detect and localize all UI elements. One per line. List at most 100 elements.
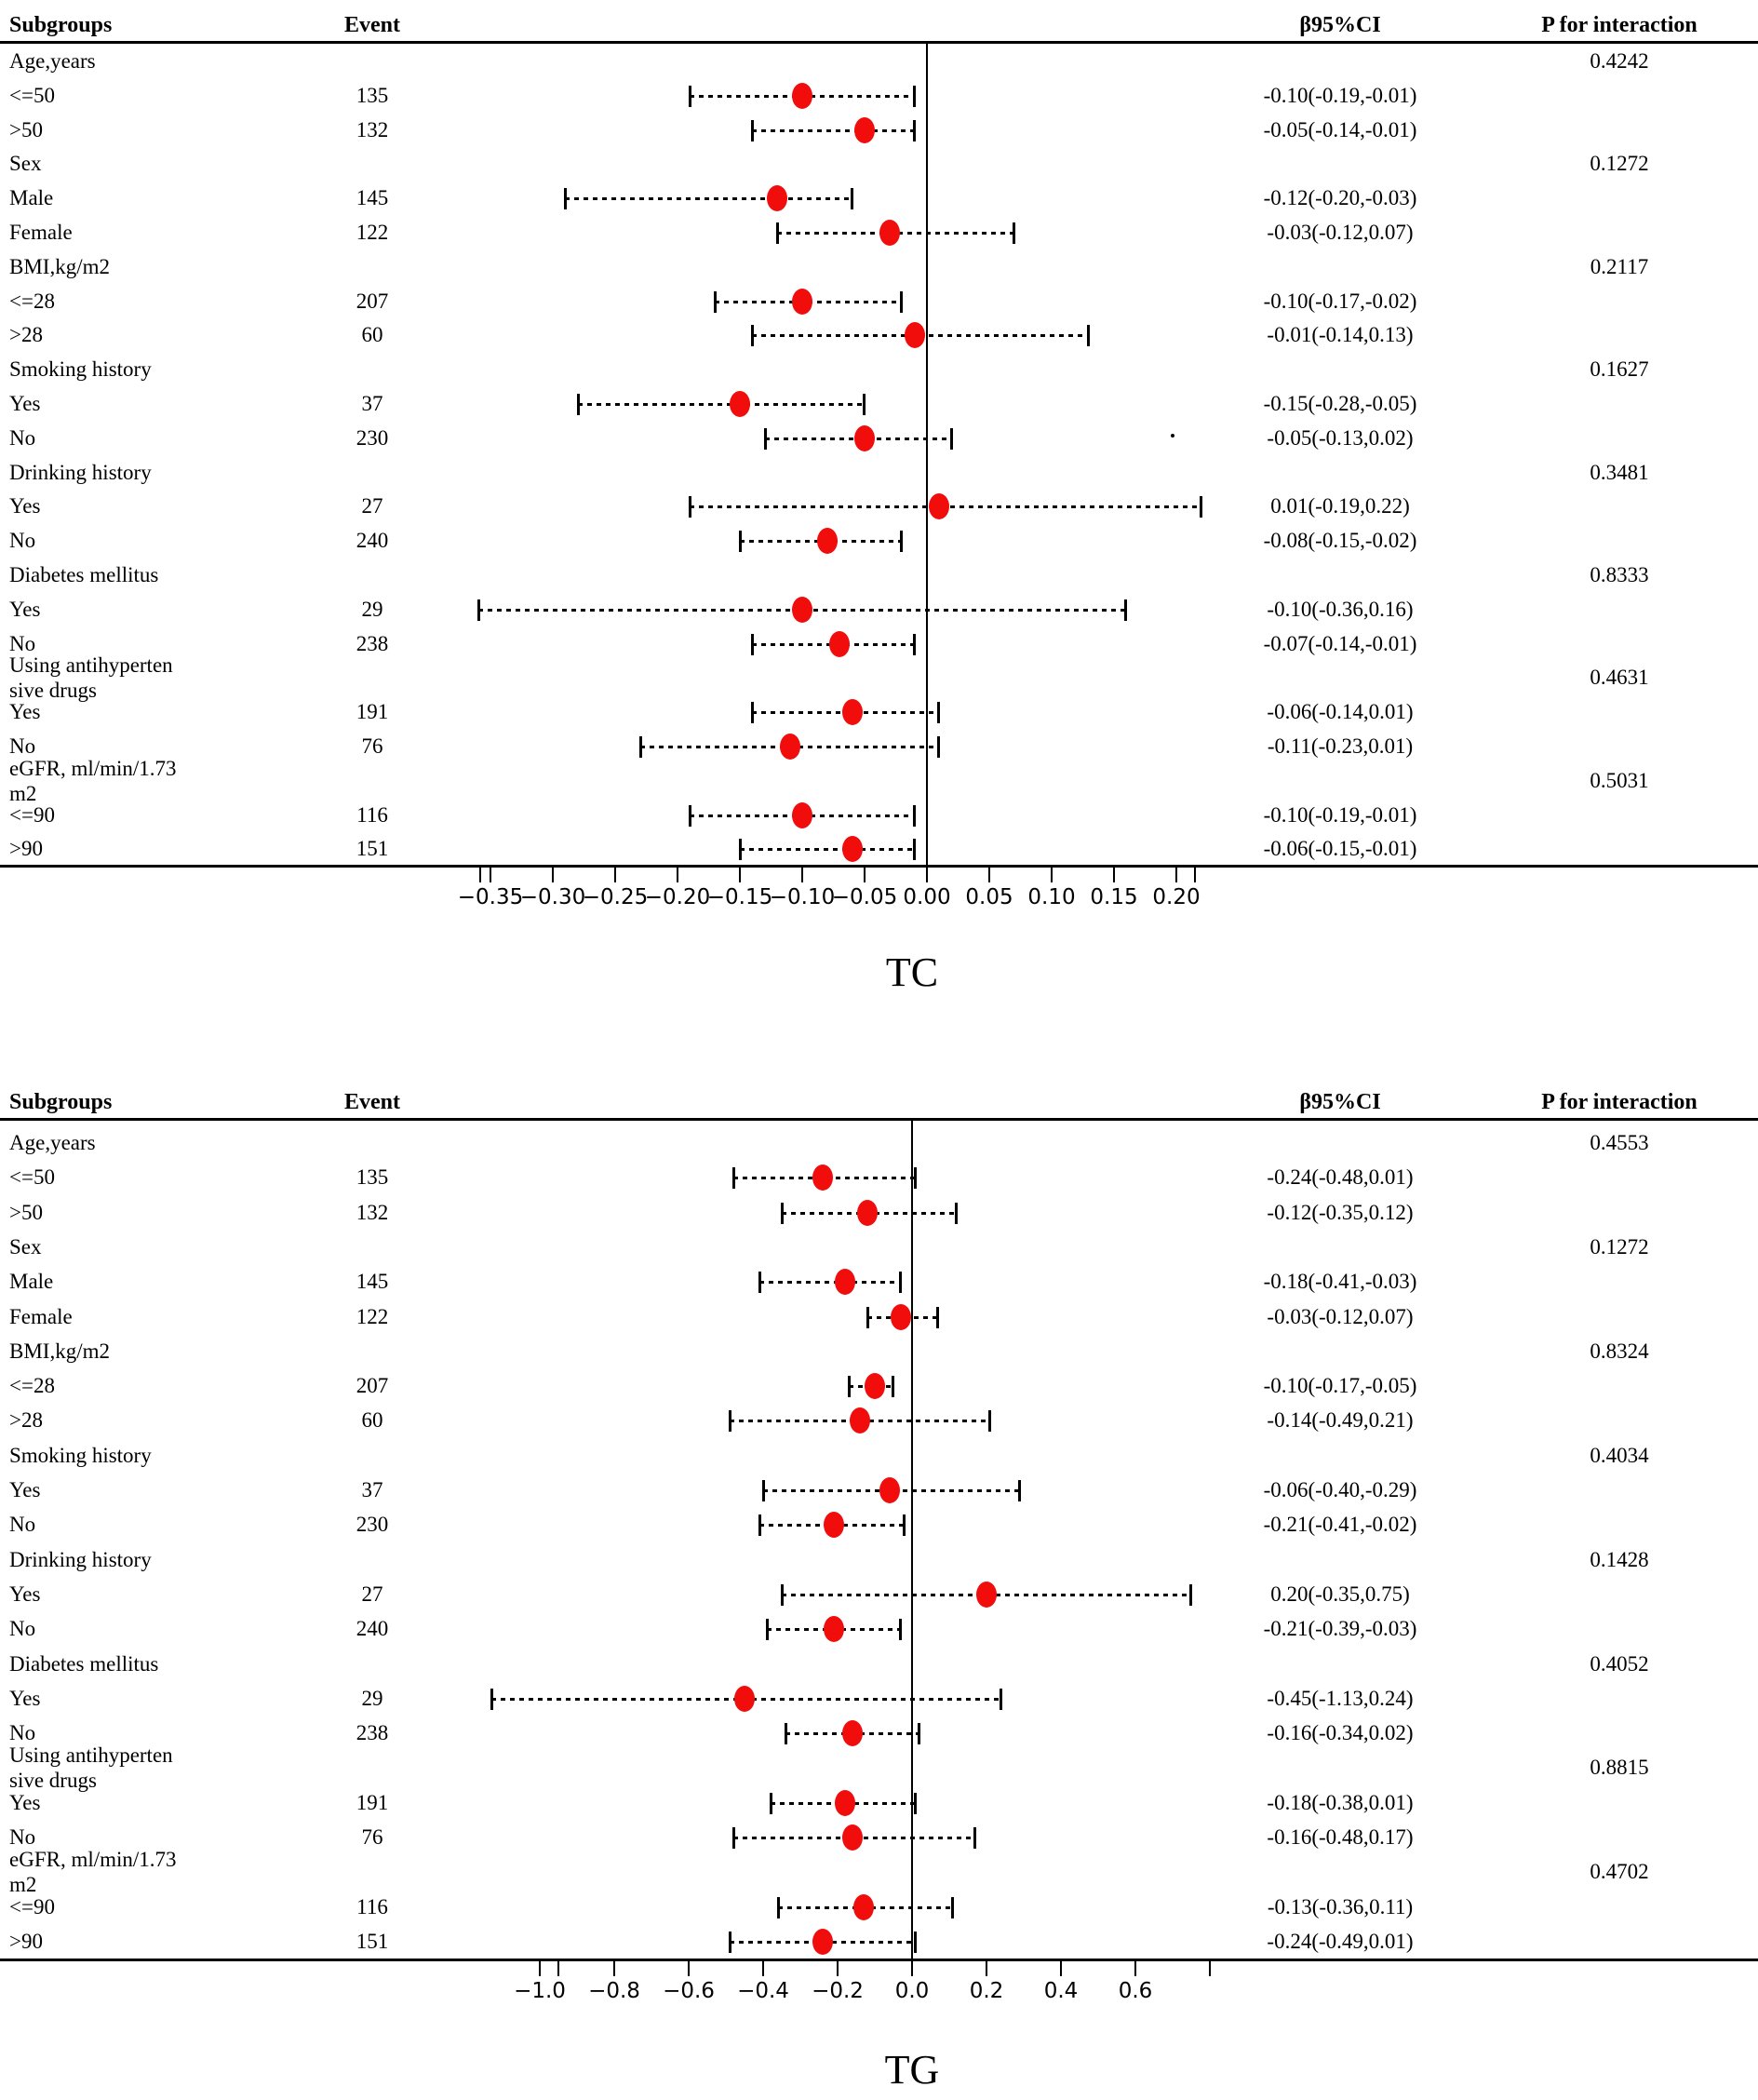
p-interaction-value: 0.3481	[1590, 460, 1649, 484]
axis-tick-label: −0.4	[737, 1979, 789, 2003]
axis-tick	[1175, 868, 1177, 882]
errorbar-cap-left	[758, 1514, 761, 1537]
estimate-dot	[853, 1893, 874, 1920]
event-count: 29	[361, 597, 383, 621]
axis-tick	[552, 868, 554, 882]
subgroup-label: Yes	[9, 1478, 41, 1501]
event-count: 76	[361, 734, 383, 758]
estimate-dot	[734, 1685, 755, 1712]
group-label: Smoking history	[9, 1443, 152, 1467]
errorbar-cap-right	[850, 188, 853, 210]
event-count: 151	[356, 1929, 389, 1953]
ci-value: -0.06(-0.40,-0.29)	[1263, 1478, 1417, 1501]
errorbar-cap-right	[951, 1896, 954, 1918]
subgroup-label: Yes	[9, 392, 41, 415]
header-rule	[0, 1118, 1758, 1121]
event-count: 76	[361, 1825, 383, 1849]
event-count: 29	[361, 1686, 383, 1710]
errorbar-cap-right	[1000, 1688, 1002, 1710]
errorbar-cap-right	[918, 1723, 920, 1745]
event-count: 240	[356, 529, 389, 553]
ci-value: -0.07(-0.14,-0.01)	[1263, 631, 1417, 655]
ci-value: -0.12(-0.20,-0.03)	[1263, 186, 1417, 210]
p-interaction-value: 0.8333	[1590, 563, 1649, 586]
estimate-dot	[850, 1407, 870, 1434]
subgroup-label: >50	[9, 117, 43, 141]
p-interaction-value: 0.5031	[1590, 768, 1649, 792]
errorbar-cap-right	[914, 1792, 917, 1814]
errorbar-cap-right	[900, 531, 904, 553]
p-interaction-value: 0.4052	[1590, 1651, 1649, 1676]
errorbar-line	[565, 197, 852, 201]
subgroup-label: <=90	[9, 1894, 55, 1918]
estimate-dot	[767, 185, 788, 212]
subgroup-label: >90	[9, 837, 43, 861]
event-count: 191	[356, 700, 389, 724]
ci-value: -0.18(-0.41,-0.03)	[1263, 1270, 1417, 1294]
errorbar-cap-right	[988, 1410, 991, 1433]
errorbar-cap-left	[714, 290, 718, 313]
axis-tick	[801, 868, 803, 882]
ci-value: -0.21(-0.39,-0.03)	[1263, 1617, 1417, 1641]
ci-value: -0.03(-0.12,0.07)	[1267, 221, 1414, 244]
errorbar-cap-right	[914, 1931, 917, 1953]
estimate-dot	[812, 1164, 833, 1191]
event-count: 60	[361, 323, 383, 347]
subgroup-label: Female	[9, 221, 73, 244]
subgroup-label: No	[9, 734, 36, 758]
event-count: 240	[356, 1617, 389, 1641]
errorbar-cap-left	[848, 1376, 851, 1398]
event-count: 145	[356, 1270, 389, 1294]
zero-reference-line	[911, 1121, 913, 1959]
axis-tick	[1113, 868, 1115, 882]
axis-tick-label: −0.2	[812, 1979, 864, 2003]
estimate-dot	[730, 391, 750, 417]
subgroup-label: No	[9, 529, 36, 553]
estimate-dot	[842, 1720, 863, 1747]
errorbar-cap-left	[751, 325, 755, 347]
ci-value: -0.16(-0.34,0.02)	[1267, 1721, 1414, 1745]
ci-value: -0.10(-0.17,-0.02)	[1263, 289, 1417, 313]
errorbar-cap-left	[732, 1827, 735, 1849]
axis-tick-label: 0.2	[969, 1979, 1004, 2003]
errorbar-cap-right	[900, 290, 904, 313]
event-count: 132	[356, 117, 389, 141]
group-label: BMI,kg/m2	[9, 254, 110, 278]
errorbar-cap-right	[1018, 1480, 1021, 1501]
axis-tick	[864, 868, 866, 882]
errorbar-cap-left	[766, 1619, 769, 1641]
subgroup-label: <=50	[9, 83, 55, 107]
subgroup-label: <=28	[9, 289, 55, 313]
axis-tick-label: 0.4	[1043, 1979, 1079, 2003]
errorbar-cap-right	[937, 736, 941, 758]
subgroup-label: <=90	[9, 802, 55, 827]
column-header-event: Event	[344, 13, 400, 37]
subgroup-label: No	[9, 1513, 36, 1537]
ci-value: -0.16(-0.48,0.17)	[1267, 1825, 1414, 1849]
p-interaction-value: 0.2117	[1590, 254, 1649, 278]
ci-value: 0.20(-0.35,0.75)	[1270, 1582, 1410, 1606]
p-interaction-value: 0.1272	[1590, 152, 1649, 176]
group-label: Diabetes mellitus	[9, 563, 159, 586]
errorbar-cap-left	[739, 839, 742, 861]
ci-value: -0.10(-0.19,-0.01)	[1263, 83, 1417, 107]
subgroup-label: >28	[9, 323, 43, 347]
event-count: 132	[356, 1200, 389, 1224]
estimate-dot	[792, 596, 812, 623]
estimate-dot	[976, 1581, 997, 1608]
event-count: 135	[356, 83, 389, 107]
axis-tick-label: 0.0	[894, 1979, 930, 2003]
axis-tick	[677, 868, 678, 882]
axis-tick-label: 0.15	[1090, 885, 1138, 909]
ci-value: -0.10(-0.17,-0.05)	[1263, 1374, 1417, 1398]
event-count: 238	[356, 1721, 389, 1745]
subgroup-label: No	[9, 425, 36, 450]
errorbar-cap-left	[763, 427, 767, 450]
errorbar-cap-right	[892, 1376, 894, 1398]
estimate-dot	[841, 836, 863, 863]
ci-value: -0.06(-0.15,-0.01)	[1263, 837, 1417, 861]
event-count: 207	[356, 1374, 389, 1398]
